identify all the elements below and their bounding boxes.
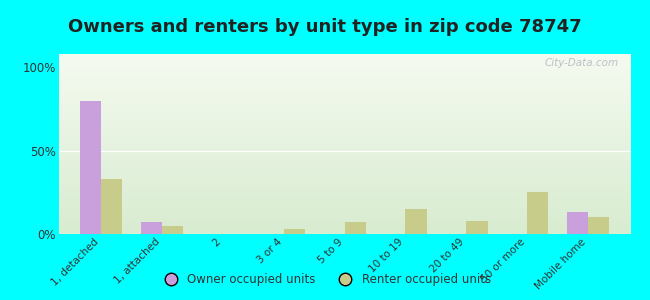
Bar [80,101,101,234]
Bar [140,222,162,234]
Bar [588,217,609,234]
Bar [344,222,366,234]
Bar [406,209,426,234]
Bar [101,179,122,234]
Text: City-Data.com: City-Data.com [545,58,619,68]
Legend: Owner occupied units, Renter occupied units: Owner occupied units, Renter occupied un… [154,269,496,291]
Bar [567,212,588,234]
Bar [162,226,183,234]
Bar [527,192,549,234]
Bar [283,229,305,234]
Bar [466,221,488,234]
Text: Owners and renters by unit type in zip code 78747: Owners and renters by unit type in zip c… [68,18,582,36]
